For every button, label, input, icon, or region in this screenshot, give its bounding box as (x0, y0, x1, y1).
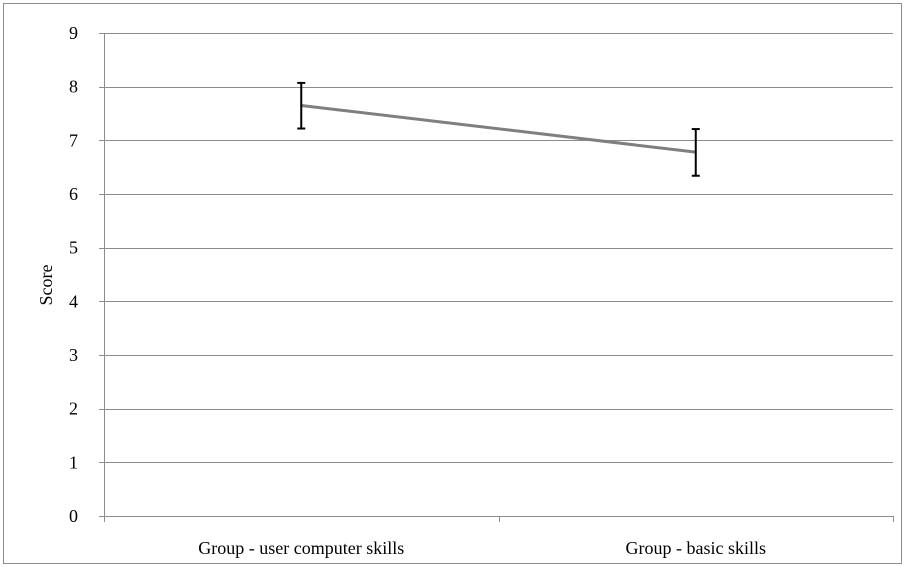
x-tick-labels: Group - user computer skills Group - basi… (198, 538, 766, 558)
y-tick-label: 7 (69, 130, 78, 150)
y-axis-title: Score (36, 264, 56, 305)
y-tick-label: 3 (69, 345, 78, 365)
y-tick-label: 2 (69, 399, 78, 419)
y-tick-label: 9 (69, 23, 78, 43)
y-tick-label: 6 (69, 184, 78, 204)
y-tick-label: 0 (69, 506, 78, 526)
x-tick-label: Group - basic skills (626, 538, 766, 558)
series (301, 103, 696, 154)
series-line (301, 103, 696, 154)
error-bars (297, 81, 700, 177)
y-tick-label: 4 (69, 291, 78, 311)
y-tick-label: 1 (69, 452, 78, 472)
chart-frame (3, 3, 902, 564)
y-tick-label: 5 (69, 238, 78, 258)
gridlines (104, 33, 893, 463)
x-tick-label: Group - user computer skills (198, 538, 404, 558)
axes (99, 33, 894, 522)
y-tick-label: 8 (69, 77, 78, 97)
y-tick-labels: 0 1 2 3 4 5 6 7 8 9 (69, 23, 78, 526)
